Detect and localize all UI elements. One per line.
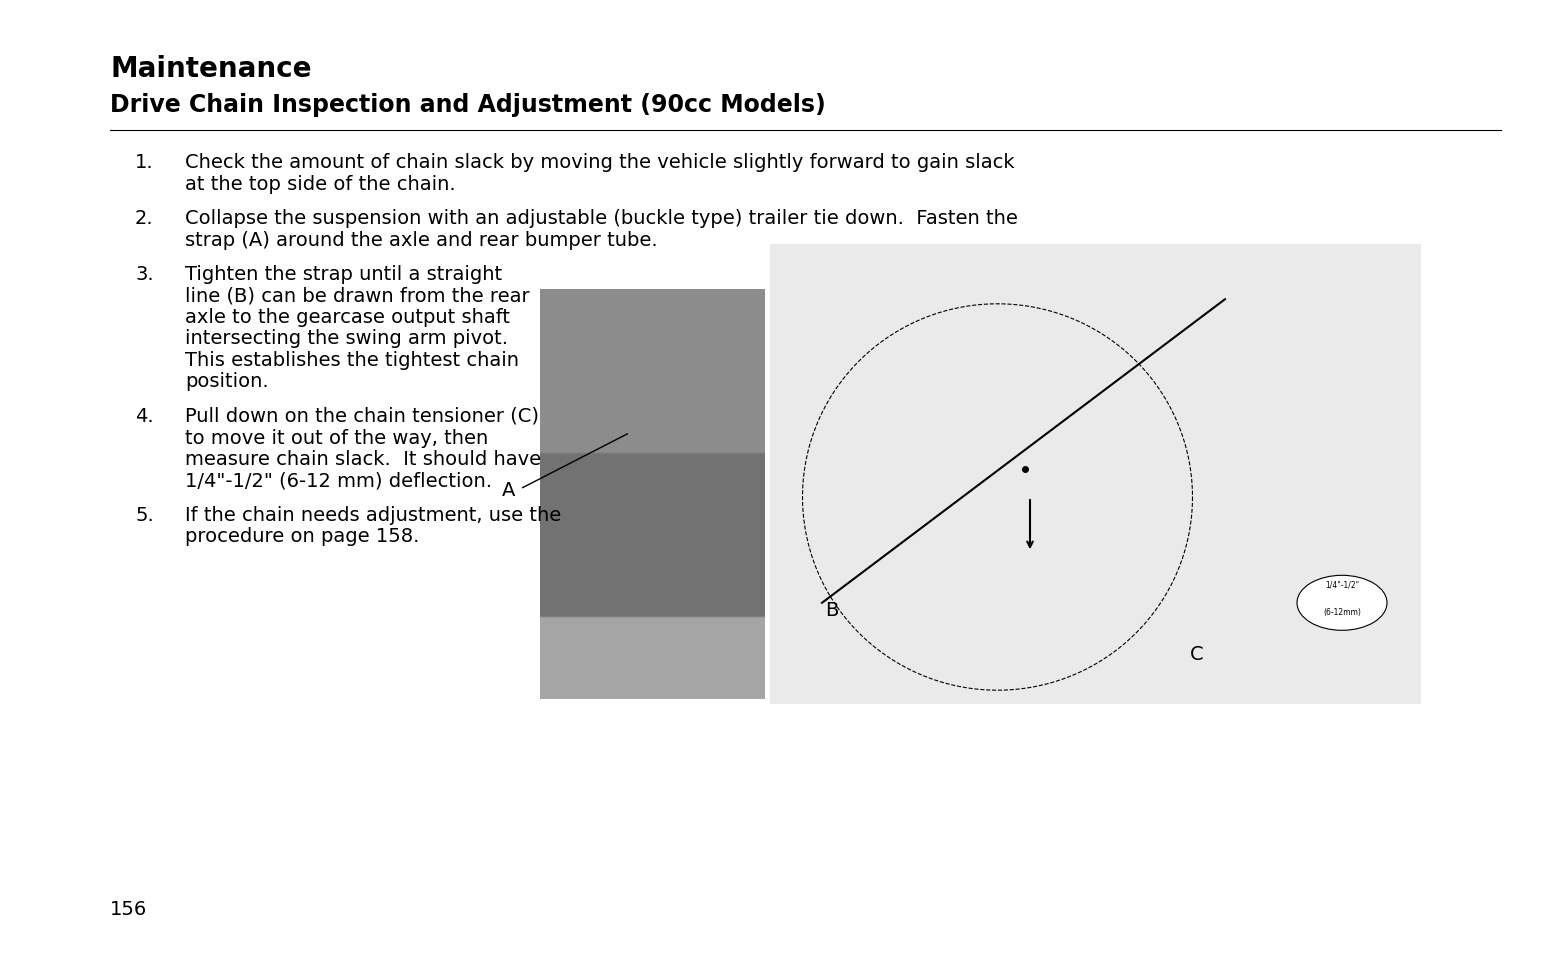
Text: 3.: 3. <box>135 265 154 284</box>
Ellipse shape <box>1297 576 1387 631</box>
Text: If the chain needs adjustment, use the: If the chain needs adjustment, use the <box>185 505 561 524</box>
Text: 1/4"-1/2": 1/4"-1/2" <box>1325 580 1359 589</box>
Text: 156: 156 <box>110 899 147 918</box>
Text: procedure on page 158.: procedure on page 158. <box>185 527 419 546</box>
Text: 5.: 5. <box>135 505 154 524</box>
Text: C: C <box>1190 645 1204 664</box>
Text: Maintenance: Maintenance <box>110 55 312 83</box>
Text: intersecting the swing arm pivot.: intersecting the swing arm pivot. <box>185 329 509 348</box>
Text: position.: position. <box>185 372 268 391</box>
Text: to move it out of the way, then: to move it out of the way, then <box>185 428 489 447</box>
Text: 1/4"-1/2" (6-12 mm) deflection.: 1/4"-1/2" (6-12 mm) deflection. <box>185 471 492 490</box>
Text: 1.: 1. <box>135 152 154 172</box>
Text: (6-12mm): (6-12mm) <box>1323 608 1360 617</box>
Text: at the top side of the chain.: at the top side of the chain. <box>185 174 456 193</box>
Text: measure chain slack.  It should have: measure chain slack. It should have <box>185 450 541 469</box>
Text: line (B) can be drawn from the rear: line (B) can be drawn from the rear <box>185 286 529 305</box>
Text: Pull down on the chain tensioner (C): Pull down on the chain tensioner (C) <box>185 407 540 426</box>
Text: Check the amount of chain slack by moving the vehicle slightly forward to gain s: Check the amount of chain slack by movin… <box>185 152 1014 172</box>
Text: B: B <box>825 599 839 618</box>
Text: Collapse the suspension with an adjustable (buckle type) trailer tie down.  Fast: Collapse the suspension with an adjustab… <box>185 209 1017 228</box>
Text: This establishes the tightest chain: This establishes the tightest chain <box>185 351 520 370</box>
Text: 2.: 2. <box>135 209 154 228</box>
Text: strap (A) around the axle and rear bumper tube.: strap (A) around the axle and rear bumpe… <box>185 231 658 250</box>
Text: 4.: 4. <box>135 407 154 426</box>
Text: A: A <box>501 480 515 499</box>
Text: axle to the gearcase output shaft: axle to the gearcase output shaft <box>185 308 510 327</box>
Text: Drive Chain Inspection and Adjustment (90cc Models): Drive Chain Inspection and Adjustment (9… <box>110 92 825 117</box>
Text: Tighten the strap until a straight: Tighten the strap until a straight <box>185 265 503 284</box>
